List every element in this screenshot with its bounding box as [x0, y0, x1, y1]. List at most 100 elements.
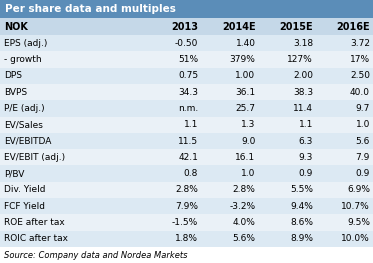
Bar [144, 68, 201, 84]
Bar [258, 117, 316, 133]
Bar [144, 84, 201, 100]
Text: 8.9%: 8.9% [290, 234, 313, 243]
Bar [258, 231, 316, 247]
Text: -0.50: -0.50 [175, 39, 198, 48]
Bar [316, 68, 373, 84]
Bar [144, 133, 201, 149]
Text: DPS: DPS [4, 71, 22, 80]
Bar [0, 214, 144, 231]
Bar [258, 149, 316, 165]
Text: 1.40: 1.40 [235, 39, 256, 48]
Text: 4.0%: 4.0% [233, 218, 256, 227]
Text: 9.0: 9.0 [241, 136, 256, 145]
Text: 2015E: 2015E [279, 22, 313, 32]
Text: 34.3: 34.3 [178, 88, 198, 97]
Bar [201, 84, 258, 100]
Text: 9.3: 9.3 [298, 153, 313, 162]
Text: 25.7: 25.7 [235, 104, 256, 113]
Text: EV/EBITDA: EV/EBITDA [4, 136, 51, 145]
Text: Per share data and multiples: Per share data and multiples [5, 4, 176, 14]
Bar [201, 51, 258, 68]
Bar [0, 68, 144, 84]
Bar [0, 100, 144, 117]
Text: 8.6%: 8.6% [290, 218, 313, 227]
Bar [201, 35, 258, 51]
Bar [201, 198, 258, 214]
Text: 40.0: 40.0 [350, 88, 370, 97]
Bar [201, 165, 258, 182]
Text: 379%: 379% [230, 55, 256, 64]
Text: 3.18: 3.18 [293, 39, 313, 48]
Text: 5.6%: 5.6% [232, 234, 256, 243]
Text: 3.72: 3.72 [350, 39, 370, 48]
Bar [144, 198, 201, 214]
Bar [0, 133, 144, 149]
Text: 7.9: 7.9 [355, 153, 370, 162]
Text: 1.8%: 1.8% [175, 234, 198, 243]
Bar [0, 117, 144, 133]
Bar [144, 165, 201, 182]
Bar [0, 18, 144, 35]
Text: -1.5%: -1.5% [172, 218, 198, 227]
Bar [0, 149, 144, 165]
Bar [144, 149, 201, 165]
Bar [258, 51, 316, 68]
Text: Source: Company data and Nordea Markets: Source: Company data and Nordea Markets [4, 250, 188, 260]
Text: 9.5%: 9.5% [347, 218, 370, 227]
Text: 5.5%: 5.5% [290, 185, 313, 194]
Text: 51%: 51% [178, 55, 198, 64]
Bar [316, 198, 373, 214]
Text: 16.1: 16.1 [235, 153, 256, 162]
Text: 2016E: 2016E [336, 22, 370, 32]
Bar [316, 51, 373, 68]
Bar [0, 0, 373, 18]
Text: 10.7%: 10.7% [341, 202, 370, 211]
Bar [316, 35, 373, 51]
Bar [144, 214, 201, 231]
Text: -3.2%: -3.2% [229, 202, 256, 211]
Bar [201, 231, 258, 247]
Text: 2.8%: 2.8% [233, 185, 256, 194]
Bar [258, 68, 316, 84]
Bar [0, 35, 144, 51]
Text: NOK: NOK [4, 22, 28, 32]
Text: 9.4%: 9.4% [290, 202, 313, 211]
Text: 6.9%: 6.9% [347, 185, 370, 194]
Bar [316, 214, 373, 231]
Bar [0, 182, 144, 198]
Text: 42.1: 42.1 [178, 153, 198, 162]
Text: 1.00: 1.00 [235, 71, 256, 80]
Bar [258, 100, 316, 117]
Bar [316, 231, 373, 247]
Bar [0, 247, 373, 263]
Bar [144, 18, 201, 35]
Bar [144, 35, 201, 51]
Bar [144, 231, 201, 247]
Bar [0, 51, 144, 68]
Text: 36.1: 36.1 [235, 88, 256, 97]
Text: 9.7: 9.7 [355, 104, 370, 113]
Text: 17%: 17% [350, 55, 370, 64]
Bar [258, 84, 316, 100]
Text: EPS (adj.): EPS (adj.) [4, 39, 47, 48]
Text: n.m.: n.m. [178, 104, 198, 113]
Text: - growth: - growth [4, 55, 42, 64]
Text: 6.3: 6.3 [298, 136, 313, 145]
Bar [258, 35, 316, 51]
Bar [201, 133, 258, 149]
Text: 11.5: 11.5 [178, 136, 198, 145]
Bar [316, 149, 373, 165]
Bar [0, 165, 144, 182]
Text: 1.0: 1.0 [241, 169, 256, 178]
Text: EV/Sales: EV/Sales [4, 120, 43, 129]
Text: 0.9: 0.9 [355, 169, 370, 178]
Text: 2.8%: 2.8% [175, 185, 198, 194]
Text: 38.3: 38.3 [293, 88, 313, 97]
Text: 2.50: 2.50 [350, 71, 370, 80]
Text: 2014E: 2014E [222, 22, 256, 32]
Text: 0.9: 0.9 [298, 169, 313, 178]
Bar [144, 100, 201, 117]
Bar [316, 182, 373, 198]
Text: BVPS: BVPS [4, 88, 27, 97]
Text: P/BV: P/BV [4, 169, 24, 178]
